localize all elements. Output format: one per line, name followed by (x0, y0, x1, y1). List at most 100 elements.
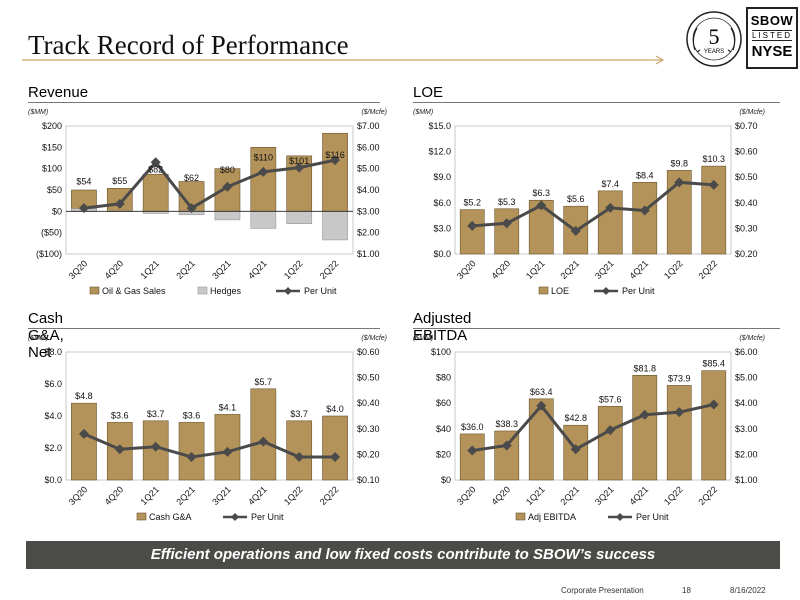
right-tick-label: $5.00 (735, 373, 758, 383)
right-tick-label: $6.00 (357, 142, 380, 152)
data-label: $3.7 (290, 409, 308, 419)
legend-label: Adj EBITDA (528, 512, 576, 522)
page-title: Track Record of Performance (28, 30, 349, 60)
plot-area (454, 125, 732, 255)
per-unit-marker (639, 205, 650, 216)
data-label: $5.2 (463, 198, 481, 208)
right-tick-label: $2.00 (735, 449, 758, 459)
hedge-bar (286, 211, 313, 225)
panel-divider (28, 328, 380, 329)
legend-marker (602, 287, 610, 295)
badge-text: YEARS (704, 49, 724, 55)
left-tick-label: $50 (47, 185, 62, 195)
category-label: 4Q21 (628, 258, 651, 281)
per-unit-marker (605, 425, 616, 436)
data-label: $63.4 (530, 387, 553, 397)
left-axis-unit: ($MM) (413, 109, 433, 116)
left-tick-label: $2.0 (44, 443, 62, 453)
bar (286, 420, 313, 481)
category-label: 3Q21 (210, 484, 233, 507)
category-label: 4Q21 (246, 258, 269, 281)
left-tick-label: $20 (436, 449, 451, 459)
legend-swatch (89, 286, 100, 295)
adjusted-ebitda-chart: ($MM) ($/Mcfe) $100 $80 $60 $40 $20 $0 $6.00 $5.0… (413, 335, 765, 522)
loe-chart: ($MM) ($/Mcfe) $15.0 $12.0 $9.0 $6.0 $3.0 $0.0 $… (413, 109, 765, 296)
revenue-chart: ($MM) ($/Mcfe) $200 $150 $100 $50 $0 ($50) ($100… (28, 109, 387, 296)
left-tick-label: $0.0 (433, 249, 451, 259)
legend-swatch (538, 286, 549, 295)
data-label: $6.3 (532, 188, 550, 198)
bar (459, 433, 485, 481)
per-unit-marker (570, 444, 581, 455)
five-years-badge-icon: 5 YEARS (686, 11, 742, 67)
category-label: 3Q21 (593, 258, 616, 281)
right-tick-label: $0.40 (735, 198, 758, 208)
category-label: 1Q21 (138, 258, 161, 281)
summary-banner: Efficient operations and low fixed costs… (26, 541, 780, 569)
data-label: $110 (254, 152, 273, 162)
legend-label: Oil & Gas Sales (102, 286, 166, 296)
per-unit-marker (222, 446, 233, 457)
category-label: 4Q20 (490, 258, 513, 281)
data-label: $7.4 (601, 179, 619, 189)
panel-divider (413, 102, 780, 103)
category-label: 2Q22 (697, 484, 720, 507)
left-tick-label: ($50) (41, 228, 62, 238)
per-unit-marker (467, 220, 478, 231)
data-label: $82 (148, 164, 163, 174)
per-unit-marker (294, 162, 305, 173)
legend-marker (616, 513, 624, 521)
bar (632, 374, 658, 481)
left-tick-label: $3.0 (433, 223, 451, 233)
left-tick-label: $4.0 (44, 411, 62, 421)
data-label: $5.6 (567, 194, 585, 204)
legend-label: Hedges (210, 286, 242, 296)
data-label: $5.7 (255, 377, 273, 387)
per-unit-marker (114, 198, 125, 209)
panel-divider (28, 102, 380, 103)
legend-label: LOE (551, 286, 569, 296)
legend-label: Per Unit (251, 512, 284, 522)
per-unit-marker (222, 181, 233, 192)
bar (250, 147, 277, 212)
data-label: $57.6 (599, 394, 622, 404)
data-label: $62 (184, 173, 199, 183)
bar (597, 405, 623, 481)
logo-listed: LISTED (752, 30, 793, 41)
left-tick-label: $6.0 (44, 379, 62, 389)
legend-swatch (515, 512, 526, 521)
left-tick-label: $0.0 (44, 475, 62, 485)
chart-title: Adjusted EBITDA (413, 310, 472, 344)
category-label: 2Q21 (559, 258, 582, 281)
badge-number: 5 (709, 24, 720, 49)
left-tick-label: $100 (431, 347, 451, 357)
category-label: 4Q21 (246, 484, 269, 507)
data-label: $4.0 (326, 404, 344, 414)
category-label: 1Q21 (524, 258, 547, 281)
right-axis-unit: ($/Mcfe) (739, 109, 765, 116)
right-tick-label: $0.20 (357, 449, 380, 459)
data-label: $4.1 (219, 402, 237, 412)
title-underline (22, 55, 665, 65)
legend-marker (284, 287, 292, 295)
bar (701, 370, 727, 481)
chart-title: LOE (413, 84, 444, 101)
right-tick-label: $3.00 (357, 206, 380, 216)
category-label: 3Q20 (67, 258, 90, 281)
per-unit-marker (150, 157, 161, 168)
legend-label: Cash G&A (149, 512, 192, 522)
category-label: 3Q20 (455, 258, 478, 281)
category-label: 2Q22 (318, 484, 341, 507)
category-label: 1Q21 (524, 484, 547, 507)
right-tick-label: $0.70 (735, 121, 758, 131)
left-tick-label: $80 (436, 373, 451, 383)
legend-swatch (136, 512, 147, 521)
bar (632, 182, 658, 255)
data-label: $38.3 (495, 419, 518, 429)
per-unit-marker (501, 218, 512, 229)
category-label: 3Q21 (210, 258, 233, 281)
left-tick-label: $40 (436, 424, 451, 434)
per-unit-marker (536, 200, 547, 211)
category-label: 1Q21 (138, 484, 161, 507)
data-label: $9.8 (670, 158, 688, 168)
